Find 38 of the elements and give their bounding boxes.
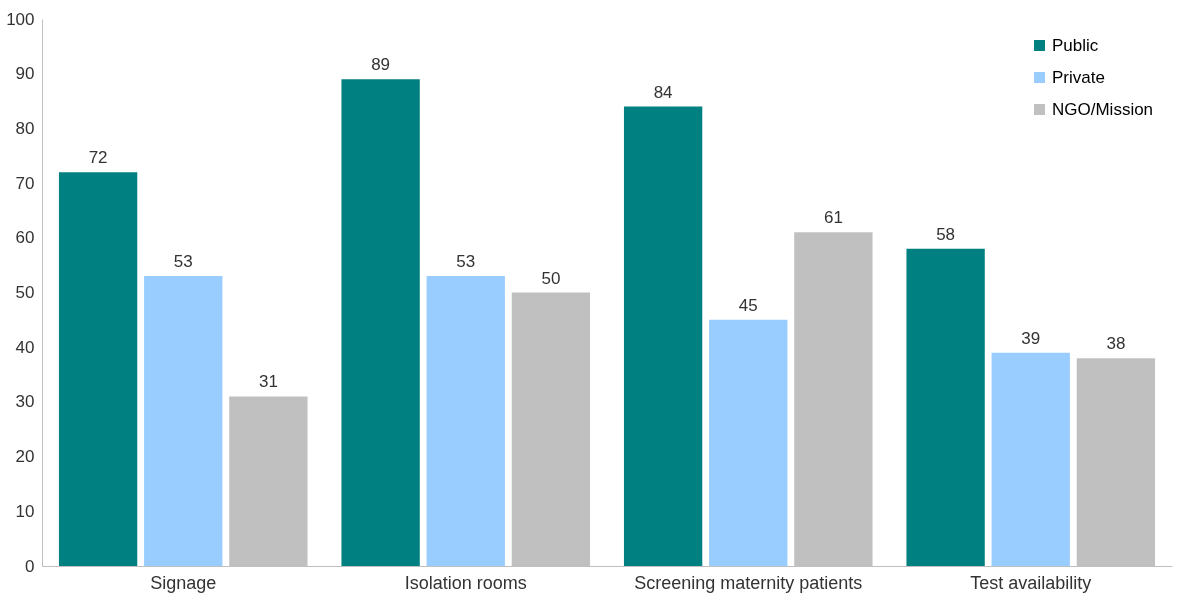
bar bbox=[144, 276, 223, 566]
bar bbox=[58, 172, 138, 566]
x-tick-label: Isolation rooms bbox=[404, 572, 527, 593]
legend-label: NGO/Mission bbox=[1052, 99, 1154, 119]
y-tick-label: 50 bbox=[15, 283, 35, 302]
data-label: 38 bbox=[1106, 334, 1126, 354]
data-label: 58 bbox=[936, 224, 956, 244]
y-tick-label: 10 bbox=[15, 501, 35, 521]
y-tick-label: 30 bbox=[15, 392, 35, 412]
y-tick-label: 40 bbox=[15, 337, 35, 357]
y-tick-label: 60 bbox=[15, 228, 35, 248]
bar bbox=[623, 106, 703, 566]
data-label: 31 bbox=[258, 372, 278, 392]
bar bbox=[709, 319, 788, 566]
x-tick-label: Test availability bbox=[970, 572, 1092, 593]
data-label: 72 bbox=[88, 148, 108, 168]
legend-label: Public bbox=[1052, 35, 1099, 55]
y-tick-label: 20 bbox=[15, 447, 35, 467]
legend-label: Private bbox=[1052, 67, 1105, 87]
data-label: 50 bbox=[541, 268, 561, 288]
data-label: 45 bbox=[738, 295, 758, 315]
data-label: 53 bbox=[173, 252, 193, 272]
y-tick-label: 90 bbox=[15, 64, 35, 84]
x-tick-label: Signage bbox=[150, 572, 217, 593]
data-label: 53 bbox=[456, 252, 476, 272]
data-label: 89 bbox=[371, 55, 391, 75]
bar bbox=[906, 248, 985, 566]
bar bbox=[991, 352, 1070, 566]
bar bbox=[426, 276, 505, 566]
data-label: 84 bbox=[653, 82, 673, 102]
data-label: 39 bbox=[1021, 328, 1041, 348]
y-tick-label: 70 bbox=[15, 173, 35, 193]
bar bbox=[341, 79, 420, 566]
y-tick-label: 80 bbox=[15, 118, 35, 138]
x-tick-label: Screening maternity patients bbox=[634, 572, 863, 593]
y-tick-label: 100 bbox=[6, 9, 35, 29]
y-tick-label: 0 bbox=[25, 556, 35, 576]
data-label: 61 bbox=[823, 208, 843, 228]
